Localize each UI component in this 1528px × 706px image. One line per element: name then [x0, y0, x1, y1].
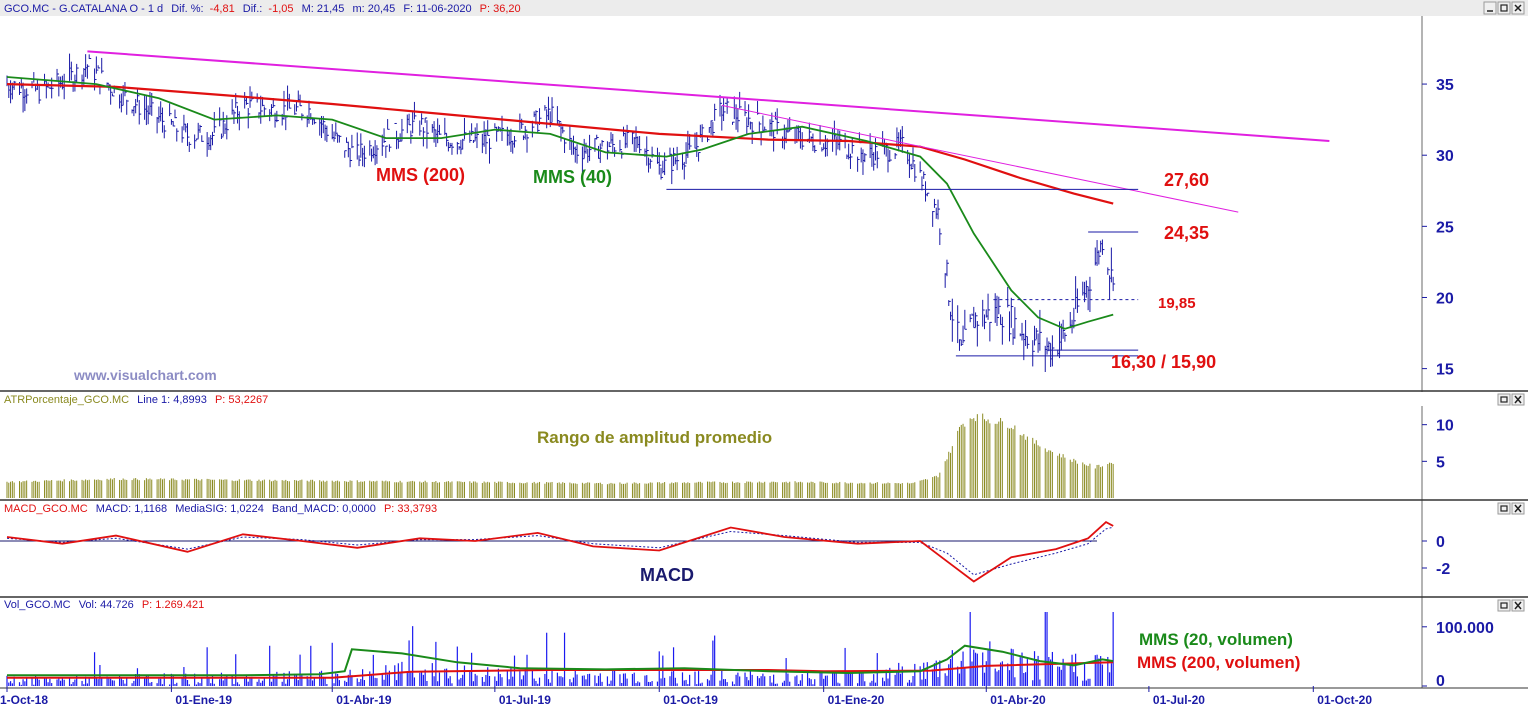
x-tick-label: 01-Ene-19: [175, 693, 232, 706]
vol-header: Vol_GCO.MC Vol: 44.726 P: 1.269.421: [4, 599, 204, 611]
x-tick-label: 1-Oct-18: [0, 693, 48, 706]
atr-window-controls: [1497, 393, 1525, 406]
atr-header-p: P: 53,2267: [215, 394, 268, 406]
header-symbol: GCO.MC - G.CATALANA O - 1 d: [4, 3, 163, 15]
price-header-bar: [0, 0, 1528, 16]
header-date: F: 11-06-2020: [403, 3, 471, 15]
atr-header-line: Line 1: 4,8993: [137, 394, 207, 406]
watermark: www.visualchart.com: [73, 367, 217, 383]
x-tick-label: 01-Oct-19: [663, 693, 718, 706]
trendline: [721, 104, 1239, 213]
level-support-label: 16,30 / 15,90: [1111, 352, 1216, 372]
vol-mms200-label: MMS (200, volumen): [1137, 653, 1300, 672]
maximize-icon: [1500, 505, 1508, 512]
x-tick-label: 01-Jul-20: [1153, 693, 1205, 706]
header-difpct: -4,81: [210, 3, 235, 15]
level-1985-label: 19,85: [1158, 295, 1196, 312]
price-ytick-label: 20: [1436, 290, 1454, 307]
atr-header: ATRPorcentaje_GCO.MC Line 1: 4,8993 P: 5…: [4, 394, 268, 406]
vol-ytick-label: 0: [1436, 673, 1445, 690]
price-panel: [0, 0, 1422, 391]
macd-layer: [0, 521, 1114, 583]
close-icon: [1514, 395, 1522, 404]
price-ytick-label: 35: [1436, 77, 1454, 94]
maximize-button[interactable]: [1497, 1, 1511, 15]
x-tick-label: 01-Ene-20: [828, 693, 885, 706]
price-bars-layer: [6, 53, 1116, 373]
x-tick-label: 01-Oct-20: [1317, 693, 1372, 706]
close-icon: [1514, 601, 1522, 610]
price-axis-panel: [1422, 0, 1528, 391]
indicator-lines-layer: [6, 50, 1330, 330]
x-tick-label: 01-Jul-19: [499, 693, 551, 706]
volume-layer: [6, 612, 1114, 686]
vol-header-vol: Vol: 44.726: [79, 599, 134, 611]
trendline: [87, 50, 1330, 142]
atr-title: Rango de amplitud promedio: [537, 428, 772, 447]
mms200-line: [6, 83, 1114, 205]
macd-signal-line: [6, 526, 1114, 576]
vol-mms20-line: [7, 644, 1114, 677]
atr-maximize-button[interactable]: [1497, 393, 1511, 406]
close-icon: [1514, 504, 1522, 513]
macd-header-macd: MACD: 1,1168: [96, 503, 167, 515]
x-tick-label: 01-Abr-19: [336, 693, 392, 706]
macd-header-signal: MediaSIG: 1,0224: [175, 503, 264, 515]
maximize-icon: [1500, 602, 1508, 609]
vol-window-controls: [1497, 599, 1525, 612]
level-2760-label: 27,60: [1164, 170, 1209, 190]
mms40-line: [6, 76, 1114, 330]
macd-title: MACD: [640, 565, 694, 585]
axes-layer: 15 20 25 30 35 5 10 -2 0 0 100.000 1-Oct-18 01-Ene-1…: [0, 77, 1494, 706]
vol-header-name: Vol_GCO.MC: [4, 599, 71, 611]
price-window-controls: [1483, 1, 1525, 15]
price-ytick-label: 15: [1436, 362, 1454, 379]
maximize-icon: [1500, 396, 1508, 403]
header-dif: -1,05: [268, 3, 293, 15]
macd-header: MACD_GCO.MC MACD: 1,1168 MediaSIG: 1,022…: [4, 503, 437, 515]
vol-header-p: P: 1.269.421: [142, 599, 204, 611]
header-dif-label: Dif.:: [243, 3, 263, 15]
macd-line: [6, 521, 1114, 583]
level-2435-label: 24,35: [1164, 223, 1209, 243]
vol-maximize-button[interactable]: [1497, 599, 1511, 612]
mms200-label: MMS (200): [376, 165, 465, 185]
header-min: m: 20,45: [352, 3, 395, 15]
macd-maximize-button[interactable]: [1497, 502, 1511, 515]
header-difpct-label: Dif. %:: [171, 3, 203, 15]
atr-layer: [6, 413, 1114, 498]
price-ytick-label: 25: [1436, 219, 1454, 236]
atr-ytick-label: 5: [1436, 454, 1445, 471]
x-tick-label: 01-Abr-20: [990, 693, 1046, 706]
macd-ytick-label: -2: [1436, 561, 1450, 578]
header-max: M: 21,45: [302, 3, 345, 15]
atr-ytick-label: 10: [1436, 418, 1454, 435]
macd-window-controls: [1497, 502, 1525, 515]
macd-ytick-label: 0: [1436, 534, 1445, 551]
atr-header-bar: [0, 392, 1528, 406]
minimize-button[interactable]: [1483, 1, 1497, 15]
atr-header-name: ATRPorcentaje_GCO.MC: [4, 394, 129, 406]
price-header: GCO.MC - G.CATALANA O - 1 d Dif. %: -4,8…: [4, 3, 521, 15]
macd-header-name: MACD_GCO.MC: [4, 503, 88, 515]
close-icon: [1514, 4, 1522, 12]
vol-mms200-line: [7, 661, 1114, 679]
mms40-label: MMS (40): [533, 167, 612, 187]
maximize-icon: [1500, 4, 1508, 12]
macd-header-band: Band_MACD: 0,0000: [272, 503, 376, 515]
header-p: P: 36,20: [480, 3, 521, 15]
vol-ytick-label: 100.000: [1436, 620, 1494, 637]
price-ytick-label: 30: [1436, 148, 1454, 165]
vol-mms20-label: MMS (20, volumen): [1139, 630, 1293, 649]
macd-header-p: P: 33,3793: [384, 503, 437, 515]
levels-layer: [666, 188, 1139, 357]
